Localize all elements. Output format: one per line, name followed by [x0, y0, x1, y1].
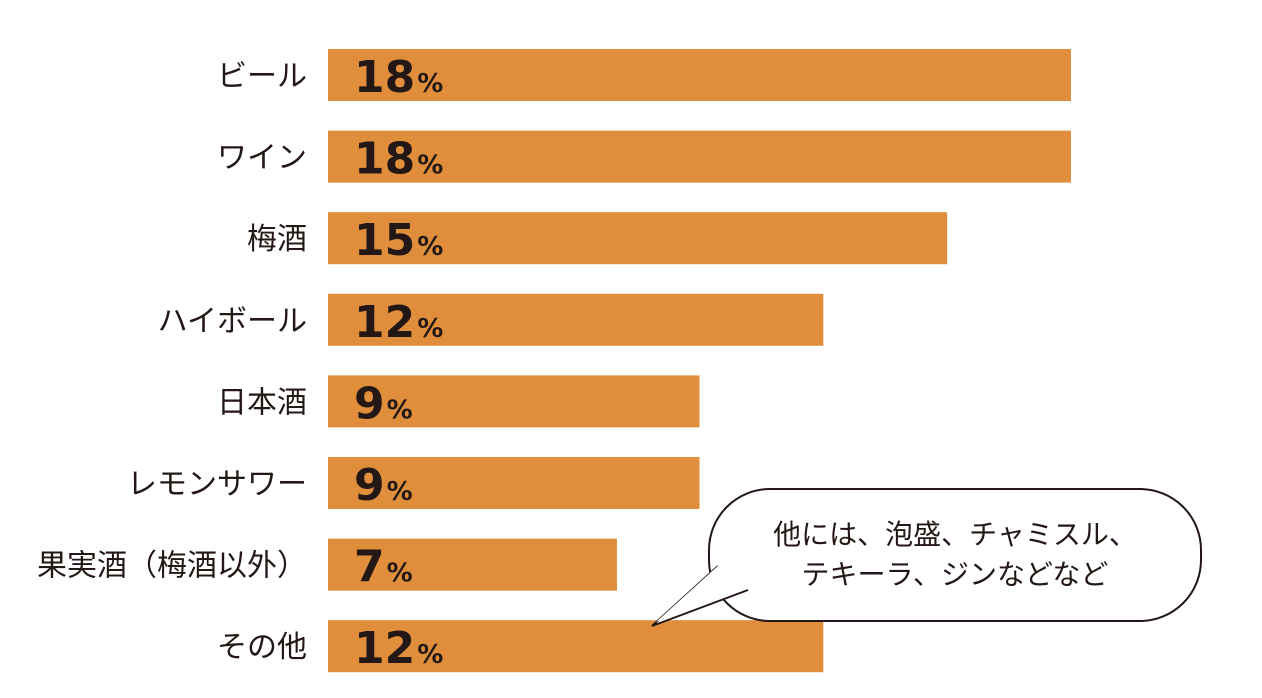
annotation-callout: 他には、泡盛、チャミスル、 テキーラ、ジンなどなど [708, 488, 1202, 622]
value-number: 9 [354, 378, 385, 429]
category-label: 果実酒（梅酒以外） [37, 549, 307, 584]
bar [328, 293, 824, 346]
value-unit: % [417, 151, 443, 181]
value-label: 18% [354, 134, 443, 185]
value-label: 12% [354, 623, 443, 674]
category-label: ワイン [217, 141, 307, 176]
value-unit: % [387, 559, 413, 589]
bar [328, 538, 617, 591]
value-labels: 18%18%15%12%9%9%7%12% [354, 52, 443, 674]
value-unit: % [387, 395, 413, 425]
value-number: 15 [354, 215, 415, 266]
value-unit: % [387, 477, 413, 507]
bar [328, 49, 1071, 101]
value-number: 18 [354, 52, 415, 103]
value-label: 15% [354, 215, 443, 266]
value-label: 18% [354, 52, 443, 103]
value-unit: % [417, 69, 443, 99]
annotation-line-1: 他には、泡盛、チャミスル、 [773, 518, 1137, 551]
value-number: 18 [354, 134, 415, 185]
value-number: 12 [354, 297, 415, 348]
bar [328, 375, 700, 428]
category-label: 日本酒 [217, 385, 307, 420]
category-label: その他 [217, 630, 307, 665]
value-label: 7% [354, 542, 413, 593]
category-label: ビール [217, 59, 307, 94]
value-unit: % [417, 314, 443, 344]
category-label: レモンサワー [127, 467, 307, 502]
value-number: 9 [354, 460, 385, 511]
value-number: 7 [354, 542, 385, 593]
bar [328, 620, 824, 673]
bar [328, 130, 1071, 183]
annotation-line-2: テキーラ、ジンなどなど [801, 558, 1109, 591]
category-label: 梅酒 [247, 222, 307, 257]
value-label: 9% [354, 460, 413, 511]
value-unit: % [417, 232, 443, 262]
category-label: ハイボール [158, 304, 307, 339]
bar [328, 212, 948, 265]
bars [328, 49, 1071, 673]
value-label: 12% [354, 297, 443, 348]
value-unit: % [417, 640, 443, 670]
value-number: 12 [354, 623, 415, 674]
value-label: 9% [354, 378, 413, 429]
bar [328, 457, 700, 509]
